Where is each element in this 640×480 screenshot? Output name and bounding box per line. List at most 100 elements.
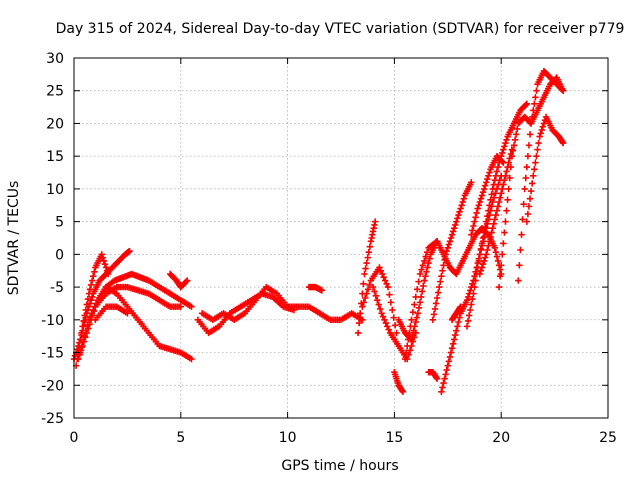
data-point bbox=[500, 146, 507, 153]
data-point bbox=[487, 233, 494, 241]
data-point bbox=[71, 352, 79, 360]
x-tick-label: 15 bbox=[385, 430, 403, 446]
data-point bbox=[451, 336, 458, 343]
data-point bbox=[478, 264, 486, 271]
data-point bbox=[379, 270, 386, 278]
series-arc-4 bbox=[102, 283, 195, 363]
data-point bbox=[445, 358, 453, 365]
data-point bbox=[479, 188, 487, 196]
data-point bbox=[471, 283, 478, 291]
data-point bbox=[485, 242, 492, 249]
data-point bbox=[378, 310, 385, 317]
data-point bbox=[523, 218, 531, 225]
data-point bbox=[485, 172, 492, 180]
data-point bbox=[507, 163, 515, 171]
data-point bbox=[496, 266, 504, 273]
x-tick-label: 20 bbox=[492, 430, 510, 446]
data-point bbox=[472, 277, 479, 284]
data-point bbox=[559, 139, 567, 147]
data-point bbox=[511, 136, 519, 144]
data-point bbox=[85, 316, 93, 324]
data-point bbox=[81, 332, 88, 340]
data-point bbox=[422, 253, 429, 260]
data-point bbox=[493, 253, 501, 260]
data-point bbox=[458, 202, 465, 209]
data-point bbox=[421, 277, 428, 284]
data-point bbox=[470, 290, 477, 297]
data-point bbox=[459, 198, 466, 206]
data-point bbox=[87, 281, 95, 289]
data-point bbox=[538, 126, 545, 134]
data-point bbox=[527, 187, 535, 195]
y-tick-label: 20 bbox=[46, 116, 64, 132]
data-point bbox=[101, 260, 109, 268]
data-point bbox=[360, 299, 367, 306]
data-point bbox=[504, 196, 511, 204]
data-point bbox=[495, 198, 503, 206]
data-point bbox=[469, 227, 476, 234]
data-point bbox=[184, 277, 191, 284]
data-point bbox=[418, 266, 425, 273]
data-point bbox=[478, 242, 486, 249]
data-point bbox=[371, 218, 379, 225]
data-point bbox=[442, 371, 449, 378]
data-point bbox=[446, 238, 454, 245]
data-point bbox=[390, 314, 397, 321]
data-point bbox=[483, 251, 490, 258]
data-point bbox=[491, 244, 498, 252]
data-point bbox=[444, 362, 451, 369]
data-point bbox=[384, 323, 391, 330]
data-point bbox=[440, 262, 447, 269]
data-point bbox=[102, 264, 110, 271]
data-point bbox=[78, 329, 85, 337]
data-point bbox=[381, 316, 388, 324]
data-point bbox=[443, 366, 450, 374]
data-point bbox=[463, 296, 471, 304]
data-point bbox=[423, 268, 430, 276]
data-point bbox=[87, 296, 95, 304]
data-point bbox=[489, 224, 496, 232]
data-point bbox=[75, 355, 82, 363]
data-point bbox=[98, 251, 105, 258]
data-point bbox=[454, 323, 461, 330]
chart-title: Day 315 of 2024, Sidereal Day-to-day VTE… bbox=[56, 21, 625, 37]
data-point bbox=[404, 342, 411, 350]
data-point bbox=[99, 254, 107, 261]
data-point bbox=[412, 293, 419, 301]
data-point bbox=[383, 280, 390, 288]
data-point bbox=[535, 139, 542, 147]
data-point bbox=[402, 349, 410, 356]
data-point bbox=[453, 218, 460, 225]
data-point bbox=[456, 314, 463, 321]
data-point bbox=[479, 260, 487, 268]
data-point bbox=[433, 375, 441, 382]
data-point bbox=[481, 182, 489, 189]
data-point bbox=[505, 159, 512, 166]
data-point bbox=[440, 379, 447, 387]
data-point bbox=[503, 207, 510, 214]
data-point bbox=[488, 229, 495, 236]
data-point bbox=[523, 163, 531, 171]
data-point bbox=[364, 286, 372, 293]
data-point bbox=[493, 168, 501, 175]
data-point bbox=[88, 293, 96, 301]
series-arc-7 bbox=[166, 270, 191, 291]
data-point bbox=[478, 192, 486, 199]
data-point bbox=[453, 327, 460, 334]
data-point bbox=[514, 125, 521, 133]
data-point bbox=[423, 248, 431, 256]
data-point bbox=[443, 247, 450, 255]
data-point bbox=[363, 259, 370, 267]
data-point bbox=[486, 238, 493, 245]
data-point bbox=[365, 248, 372, 256]
data-point bbox=[374, 296, 381, 304]
data-point bbox=[434, 289, 442, 296]
data-point bbox=[437, 278, 444, 285]
data-point bbox=[500, 181, 507, 188]
data-point bbox=[362, 265, 369, 272]
data-point bbox=[413, 314, 421, 321]
data-point bbox=[476, 251, 484, 258]
series-arc-20 bbox=[438, 159, 503, 396]
data-point bbox=[441, 375, 448, 382]
data-point bbox=[84, 322, 91, 329]
